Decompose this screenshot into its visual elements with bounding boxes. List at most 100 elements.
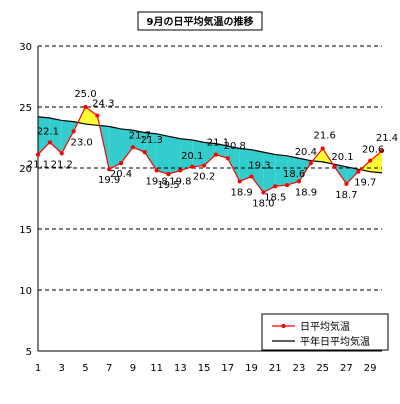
data-label-14: 20.1	[181, 151, 203, 162]
data-label-20: 18.0	[252, 198, 274, 209]
data-label-12: 19.5	[157, 180, 179, 191]
data-label-8: 20.4	[110, 169, 132, 180]
data-label-28: 19.7	[354, 178, 376, 189]
daily-point-14	[190, 164, 195, 169]
daily-point-16	[213, 152, 219, 157]
data-label-25: 21.6	[314, 130, 336, 141]
fill-segment-14	[204, 142, 216, 166]
fill-segment-22	[298, 158, 311, 182]
daily-point-30	[379, 148, 385, 154]
fill-segment-13	[192, 139, 205, 167]
legend-label-normal: 平年日平均気温	[300, 335, 370, 348]
data-label-2: 22.1	[37, 126, 59, 137]
x-tick-label-23: 23	[293, 363, 306, 374]
data-label-22: 18.6	[283, 169, 305, 180]
data-label-23: 18.9	[295, 187, 317, 198]
x-tick-label-3: 3	[59, 363, 65, 374]
legend-marker-daily	[281, 323, 286, 329]
x-tick-label-1: 1	[35, 363, 41, 374]
daily-point-22	[285, 182, 290, 188]
fill-segment-18	[251, 149, 264, 193]
fill-segment-7	[121, 128, 133, 164]
data-label-1: 21.1	[27, 160, 49, 171]
daily-point-26	[332, 164, 337, 169]
legend-label-daily: 日平均気温	[300, 320, 350, 333]
data-label-19: 19.3	[248, 161, 270, 172]
data-label-10: 21.3	[141, 135, 163, 146]
data-label-6: 24.3	[92, 99, 114, 110]
title-frame	[137, 11, 263, 31]
data-label-21: 18.5	[264, 192, 286, 203]
fill-segment-8	[132, 130, 145, 153]
daily-point-13	[178, 168, 183, 173]
data-label-17: 20.8	[224, 141, 246, 152]
data-label-15: 20.2	[193, 172, 215, 183]
legend: 日平均気温 平年日平均気温	[261, 313, 389, 351]
daily-point-21	[273, 184, 278, 189]
chart-title-box: 9月の日平均気温の推移	[137, 11, 263, 31]
y-tick-label-20: 20	[19, 164, 32, 175]
x-tick-label-11: 11	[150, 363, 163, 374]
data-label-26: 20.1	[331, 152, 353, 163]
fill-segment-2	[61, 120, 74, 154]
daily-temperature-line	[37, 106, 383, 194]
x-tick-label-9: 9	[130, 363, 136, 374]
data-label-7: 19.9	[98, 175, 120, 186]
daily-point-6	[95, 113, 100, 118]
data-label-9: 21.7	[129, 130, 151, 141]
x-tick-label-15: 15	[198, 363, 211, 374]
fill-segment-28	[370, 150, 382, 173]
fill-segment-15	[215, 143, 228, 159]
daily-point-2	[47, 140, 52, 145]
x-tick-label-13: 13	[174, 363, 187, 374]
fill-segment-16	[227, 146, 240, 182]
fill-segment-20	[275, 154, 288, 187]
daily-point-10	[142, 150, 147, 155]
data-label-24: 20.4	[295, 147, 317, 158]
daily-point-19	[249, 174, 254, 179]
daily-point-5	[83, 104, 88, 110]
data-label-13: 19.8	[169, 176, 191, 187]
daily-point-18	[237, 179, 242, 184]
y-tick-label-15: 15	[19, 225, 32, 236]
data-label-27: 18.7	[335, 190, 357, 201]
daily-point-27	[344, 181, 349, 186]
daily-point-4	[71, 129, 76, 134]
x-tick-label-7: 7	[106, 363, 112, 374]
legend-box	[261, 313, 389, 351]
data-label-4: 23.0	[70, 137, 92, 148]
data-label-5: 25.0	[74, 89, 96, 100]
data-label-29: 20.6	[362, 145, 384, 156]
daily-point-20	[261, 190, 266, 195]
data-label-30: 21.4	[376, 133, 398, 144]
fill-segment-21	[287, 155, 299, 186]
y-tick-label-5: 5	[26, 347, 32, 358]
x-tick-label-29: 29	[364, 363, 377, 374]
fill-segment-6	[109, 126, 122, 170]
normal-temperature-line	[37, 116, 383, 174]
data-label-3: 21.2	[51, 159, 73, 170]
daily-point-24	[308, 161, 313, 166]
daily-point-11	[154, 168, 159, 173]
daily-point-3	[59, 151, 64, 156]
daily-point-23	[296, 179, 302, 184]
fill-segment-10	[156, 133, 169, 175]
fill-segment-9	[144, 132, 157, 171]
x-tick-label-27: 27	[340, 363, 353, 374]
daily-point-28	[356, 169, 361, 174]
daily-point-8	[118, 161, 124, 166]
fill-segment-26	[346, 166, 359, 184]
fill-segment-12	[180, 138, 193, 171]
chart-title: 9月の日平均気温の推移	[147, 15, 254, 28]
daily-point-1	[35, 152, 41, 157]
daily-point-17	[225, 156, 230, 161]
x-tick-label-17: 17	[221, 363, 234, 374]
fill-segment-4	[85, 107, 98, 126]
fill-segment-11	[168, 136, 181, 175]
data-label-11: 19.8	[145, 176, 167, 187]
fill-segment-19	[263, 152, 276, 193]
y-tick-label-10: 10	[19, 286, 32, 297]
